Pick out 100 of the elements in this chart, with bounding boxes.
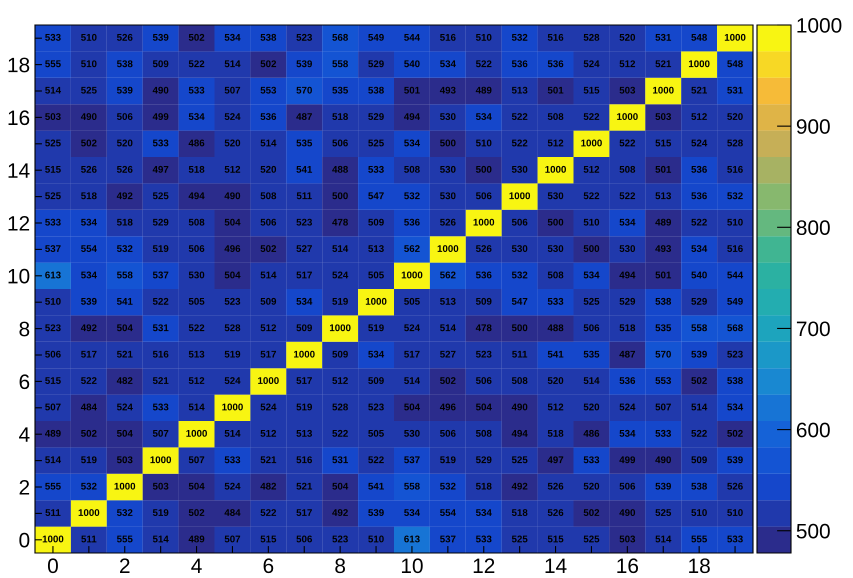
data-label: 512 bbox=[548, 404, 564, 410]
data-label: 1000 bbox=[688, 60, 710, 68]
data-label: 544 bbox=[727, 272, 744, 278]
data-label: 534 bbox=[224, 34, 241, 41]
data-label: 514 bbox=[45, 456, 62, 464]
data-label: 525 bbox=[655, 509, 672, 516]
data-label: 503 bbox=[116, 456, 133, 464]
data-label: 513 bbox=[512, 86, 528, 94]
data-label: 555 bbox=[45, 482, 61, 490]
data-label: 478 bbox=[476, 324, 492, 332]
data-label: 522 bbox=[260, 509, 276, 516]
data-label: 522 bbox=[691, 430, 707, 437]
data-label: 525 bbox=[152, 192, 168, 200]
data-label: 501 bbox=[655, 166, 672, 173]
data-label: 539 bbox=[296, 60, 312, 68]
data-label: 547 bbox=[368, 192, 384, 200]
data-label: 533 bbox=[224, 456, 240, 464]
data-label: 506 bbox=[188, 245, 204, 252]
data-label: 534 bbox=[404, 140, 420, 146]
data-label: 1000 bbox=[222, 404, 243, 410]
data-label: 512 bbox=[260, 324, 276, 332]
data-label: 502 bbox=[260, 60, 276, 68]
data-label: 526 bbox=[116, 34, 133, 41]
data-label: 536 bbox=[260, 113, 276, 120]
data-label: 506 bbox=[620, 482, 636, 490]
data-label: 520 bbox=[260, 166, 276, 173]
data-label: 534 bbox=[476, 113, 492, 120]
y-tick-label: 16 bbox=[8, 110, 30, 126]
data-label: 522 bbox=[152, 298, 168, 305]
data-label: 516 bbox=[548, 34, 564, 41]
y-tick-label: 10 bbox=[8, 268, 30, 284]
data-label: 529 bbox=[691, 298, 707, 305]
data-label: 501 bbox=[404, 86, 420, 94]
data-label: 514 bbox=[404, 377, 420, 384]
data-label: 534 bbox=[440, 60, 456, 68]
data-label: 524 bbox=[332, 272, 348, 278]
data-label: 525 bbox=[512, 456, 528, 464]
data-label: 519 bbox=[81, 456, 97, 464]
data-label: 508 bbox=[404, 166, 420, 173]
data-label: 508 bbox=[476, 430, 492, 437]
data-label: 511 bbox=[296, 192, 312, 200]
data-label: 1000 bbox=[42, 536, 64, 542]
data-label: 492 bbox=[80, 324, 97, 332]
data-label: 518 bbox=[620, 324, 636, 332]
data-label: 505 bbox=[188, 298, 204, 305]
data-label: 499 bbox=[152, 113, 168, 120]
data-label: 531 bbox=[655, 34, 672, 41]
data-label: 507 bbox=[655, 404, 671, 410]
data-label: 534 bbox=[368, 350, 384, 358]
data-label: 521 bbox=[655, 60, 672, 68]
data-label: 510 bbox=[727, 509, 743, 516]
color-bar-label: 900 bbox=[796, 119, 830, 134]
data-label: 522 bbox=[512, 113, 528, 120]
data-label: 518 bbox=[512, 509, 528, 516]
data-label: 515 bbox=[45, 377, 61, 384]
data-label: 525 bbox=[45, 140, 61, 146]
data-label: 533 bbox=[368, 166, 384, 173]
data-label: 553 bbox=[260, 86, 276, 94]
data-label: 1000 bbox=[294, 350, 315, 358]
data-label: 510 bbox=[476, 140, 492, 146]
data-label: 502 bbox=[691, 377, 707, 384]
data-label: 520 bbox=[584, 404, 600, 410]
data-label: 487 bbox=[296, 113, 312, 120]
data-label: 523 bbox=[727, 350, 743, 358]
data-label: 494 bbox=[404, 113, 420, 120]
data-label: 562 bbox=[404, 245, 420, 252]
data-label: 541 bbox=[116, 298, 133, 305]
data-label: 510 bbox=[476, 34, 492, 41]
data-label: 522 bbox=[332, 430, 348, 437]
data-label: 484 bbox=[80, 404, 97, 410]
data-label: 539 bbox=[81, 298, 97, 305]
data-label: 570 bbox=[296, 86, 312, 94]
data-label: 525 bbox=[584, 536, 600, 542]
data-label: 503 bbox=[152, 482, 168, 490]
data-label: 512 bbox=[260, 430, 276, 437]
data-label: 504 bbox=[116, 430, 133, 437]
data-label: 522 bbox=[476, 60, 492, 68]
data-label: 520 bbox=[727, 113, 743, 120]
data-label: 555 bbox=[116, 536, 133, 542]
data-label: 547 bbox=[512, 298, 528, 305]
data-label: 1000 bbox=[545, 166, 566, 173]
data-label: 538 bbox=[116, 60, 133, 68]
data-label: 517 bbox=[260, 350, 276, 358]
data-label: 488 bbox=[332, 166, 348, 173]
data-label: 499 bbox=[619, 456, 636, 464]
data-label: 516 bbox=[296, 456, 312, 464]
data-label: 515 bbox=[45, 166, 61, 173]
color-bar-label: 800 bbox=[796, 220, 830, 236]
data-label: 534 bbox=[476, 509, 492, 516]
data-label: 506 bbox=[116, 113, 133, 120]
data-label: 541 bbox=[368, 482, 384, 490]
data-label: 1000 bbox=[402, 272, 422, 278]
data-label: 493 bbox=[440, 86, 456, 94]
data-label: 533 bbox=[45, 34, 61, 41]
data-label: 509 bbox=[368, 218, 384, 226]
data-label: 522 bbox=[584, 113, 600, 120]
x-tick-label: 0 bbox=[48, 558, 58, 574]
data-label: 558 bbox=[404, 482, 420, 490]
data-label: 532 bbox=[727, 192, 743, 200]
x-tick-label: 2 bbox=[120, 558, 130, 573]
